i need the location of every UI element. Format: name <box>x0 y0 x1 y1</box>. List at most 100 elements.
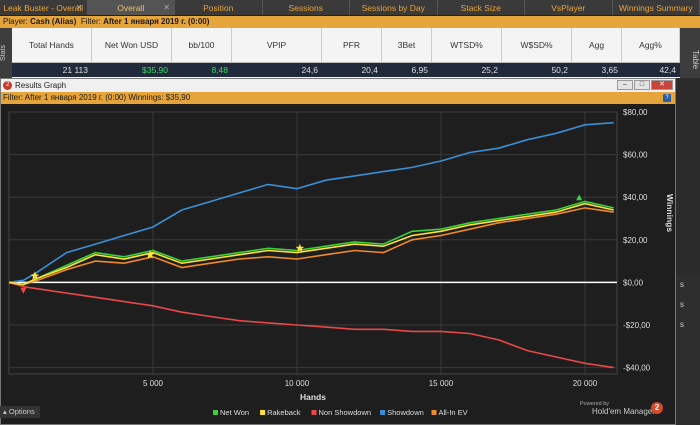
tab-label: Sessions <box>288 3 324 13</box>
player-label: Player: <box>3 17 28 26</box>
stats-cell: 21 113 <box>62 65 88 75</box>
stats-cell: 3,65 <box>601 65 618 75</box>
graph-filter-text: Filter: After 1 января 2019 г. (0:00) Wi… <box>3 93 191 102</box>
x-axis-label: Hands <box>300 392 326 402</box>
x-tick-label: 5 000 <box>143 379 164 388</box>
powered-by-label: Powered by <box>580 401 610 407</box>
y-tick-label: -$40,00 <box>623 364 651 373</box>
brand-logo-icon: 2 <box>651 402 663 414</box>
stats-column-header[interactable]: W$SD% <box>502 28 572 62</box>
series-line-all-in-ev <box>8 207 614 286</box>
minimize-button[interactable]: – <box>617 80 633 90</box>
graph-filter-bar: Filter: After 1 января 2019 г. (0:00) Wi… <box>1 92 675 104</box>
legend-swatch <box>431 410 437 415</box>
help-icon[interactable]: ? <box>663 94 671 102</box>
results-chart: 5 000 10 000 15 000 20 000 $80,00 $60,00 $40,0… <box>8 108 675 417</box>
stats-cell: 25,2 <box>481 65 498 75</box>
series-line-showdown <box>8 121 614 284</box>
player-filter-bar: Player: Cash (Alias) Filter: After 1 янв… <box>0 16 700 28</box>
right-strip-label: s <box>680 280 684 289</box>
x-tick-label: 10 000 <box>285 379 310 388</box>
legend-label: Showdown <box>387 408 424 417</box>
tab-close-icon[interactable]: ✕ <box>75 3 83 12</box>
tab-winnings-summary[interactable]: Winnings Summary <box>613 0 700 15</box>
table-side-tab[interactable]: Table <box>680 28 700 78</box>
stats-side-tab[interactable]: Stats <box>0 28 12 78</box>
plot-area <box>8 111 618 375</box>
legend-label: Rakeback <box>267 408 301 417</box>
tab-bar: Leak Buster - Overall ✕ Overall ✕ Position Se… <box>0 0 700 16</box>
legend-label: Non Showdown <box>319 408 372 417</box>
legend-swatch <box>213 410 218 415</box>
x-tick-label: 20 000 <box>573 379 598 388</box>
y-tick-label: $20,00 <box>623 236 648 245</box>
stats-column-header[interactable]: Agg% <box>622 28 680 62</box>
right-strip-label: s <box>680 320 684 329</box>
series-line-net-won <box>8 200 614 286</box>
stats-column-header[interactable]: Net Won USD <box>92 28 172 62</box>
stats-column-header[interactable]: bb/100 <box>172 28 232 62</box>
maximize-button[interactable]: □ <box>634 80 650 90</box>
stats-column-header[interactable]: VPIP <box>232 28 322 62</box>
stats-cell: 8,48 <box>211 65 228 75</box>
star-marker <box>145 250 155 259</box>
window-titlebar[interactable]: 2 Results Graph – □ ✕ <box>1 79 675 92</box>
legend-label: Net Won <box>220 408 249 417</box>
stats-column-header[interactable]: Agg <box>572 28 622 62</box>
filter-label: Filter: <box>80 17 101 26</box>
tab-sessions-by-day[interactable]: Sessions by Day <box>350 0 438 15</box>
y-tick-label: $0,00 <box>623 278 644 287</box>
close-button[interactable]: ✕ <box>651 80 673 90</box>
series-line-rakeback <box>8 202 614 286</box>
stats-column-header[interactable]: Total Hands <box>12 28 92 62</box>
star-marker <box>295 243 305 252</box>
stats-value-row[interactable]: 21 113 $35,90 8,48 24,6 20,4 6,95 25,2 50,2 3,65… <box>12 63 680 77</box>
stats-cell: 42,4 <box>659 65 676 75</box>
y-tick-label: -$20,00 <box>623 321 651 330</box>
tab-leak-buster-overall[interactable]: Leak Buster - Overall ✕ <box>0 0 88 15</box>
stats-header-row: Total Hands Net Won USD bb/100 VPIP PFR 3Bet W… <box>12 28 680 63</box>
stats-cell: 6,95 <box>411 65 428 75</box>
star-marker <box>30 271 40 280</box>
legend-swatch <box>311 410 317 415</box>
tab-vsplayer[interactable]: VsPlayer <box>525 0 613 15</box>
y-tick-label: $80,00 <box>623 108 648 117</box>
up-marker <box>576 194 583 201</box>
stats-cell: 50,2 <box>551 65 568 75</box>
down-marker <box>20 287 27 294</box>
stats-column-header[interactable]: 3Bet <box>382 28 432 62</box>
y-tick-label: $60,00 <box>623 151 648 160</box>
tab-stack-size[interactable]: Stack Size <box>438 0 525 15</box>
tab-label: Stack Size <box>460 3 501 13</box>
tab-label: VsPlayer <box>551 3 586 13</box>
filter-value: After 1 января 2019 г. (0:00) <box>103 17 210 26</box>
brand-name: Hold'em Manager <box>592 407 655 416</box>
chevron-up-icon: ▴ <box>3 407 7 416</box>
stats-cell: 20,4 <box>361 65 378 75</box>
stats-grid: Total Hands Net Won USD bb/100 VPIP PFR 3Bet W… <box>12 28 680 78</box>
tab-label: Sessions by Day <box>361 3 425 13</box>
tab-label: Position <box>203 3 234 13</box>
legend-label: All-In EV <box>439 408 468 417</box>
tab-sessions[interactable]: Sessions <box>263 0 350 15</box>
hem-logo-icon: 2 <box>3 81 12 90</box>
options-button[interactable]: ▴ Options <box>0 406 40 418</box>
player-name: Cash (Alias) <box>30 17 77 26</box>
tab-position[interactable]: Position <box>175 0 263 15</box>
tab-close-icon[interactable]: ✕ <box>163 3 170 12</box>
stats-column-header[interactable]: PFR <box>322 28 382 62</box>
tab-label: Overall <box>117 3 145 13</box>
results-graph-window: 2 Results Graph – □ ✕ Filter: After 1 ян… <box>0 78 676 425</box>
legend-swatch <box>380 410 386 415</box>
stats-column-header[interactable]: WTSD% <box>432 28 502 62</box>
y-tick-label: $40,00 <box>623 193 648 202</box>
tab-label: Winnings Summary <box>618 3 693 13</box>
window-title: Results Graph <box>15 81 67 90</box>
x-tick-label: 15 000 <box>429 379 454 388</box>
right-edge-panel: s s s <box>676 275 700 425</box>
series-line-non-showdown <box>8 281 614 369</box>
tab-label: Leak Buster - Overall <box>3 3 84 13</box>
stats-cell: 24,6 <box>301 65 318 75</box>
stats-cell: $35,90 <box>142 65 168 75</box>
tab-overall[interactable]: Overall ✕ <box>87 0 175 15</box>
